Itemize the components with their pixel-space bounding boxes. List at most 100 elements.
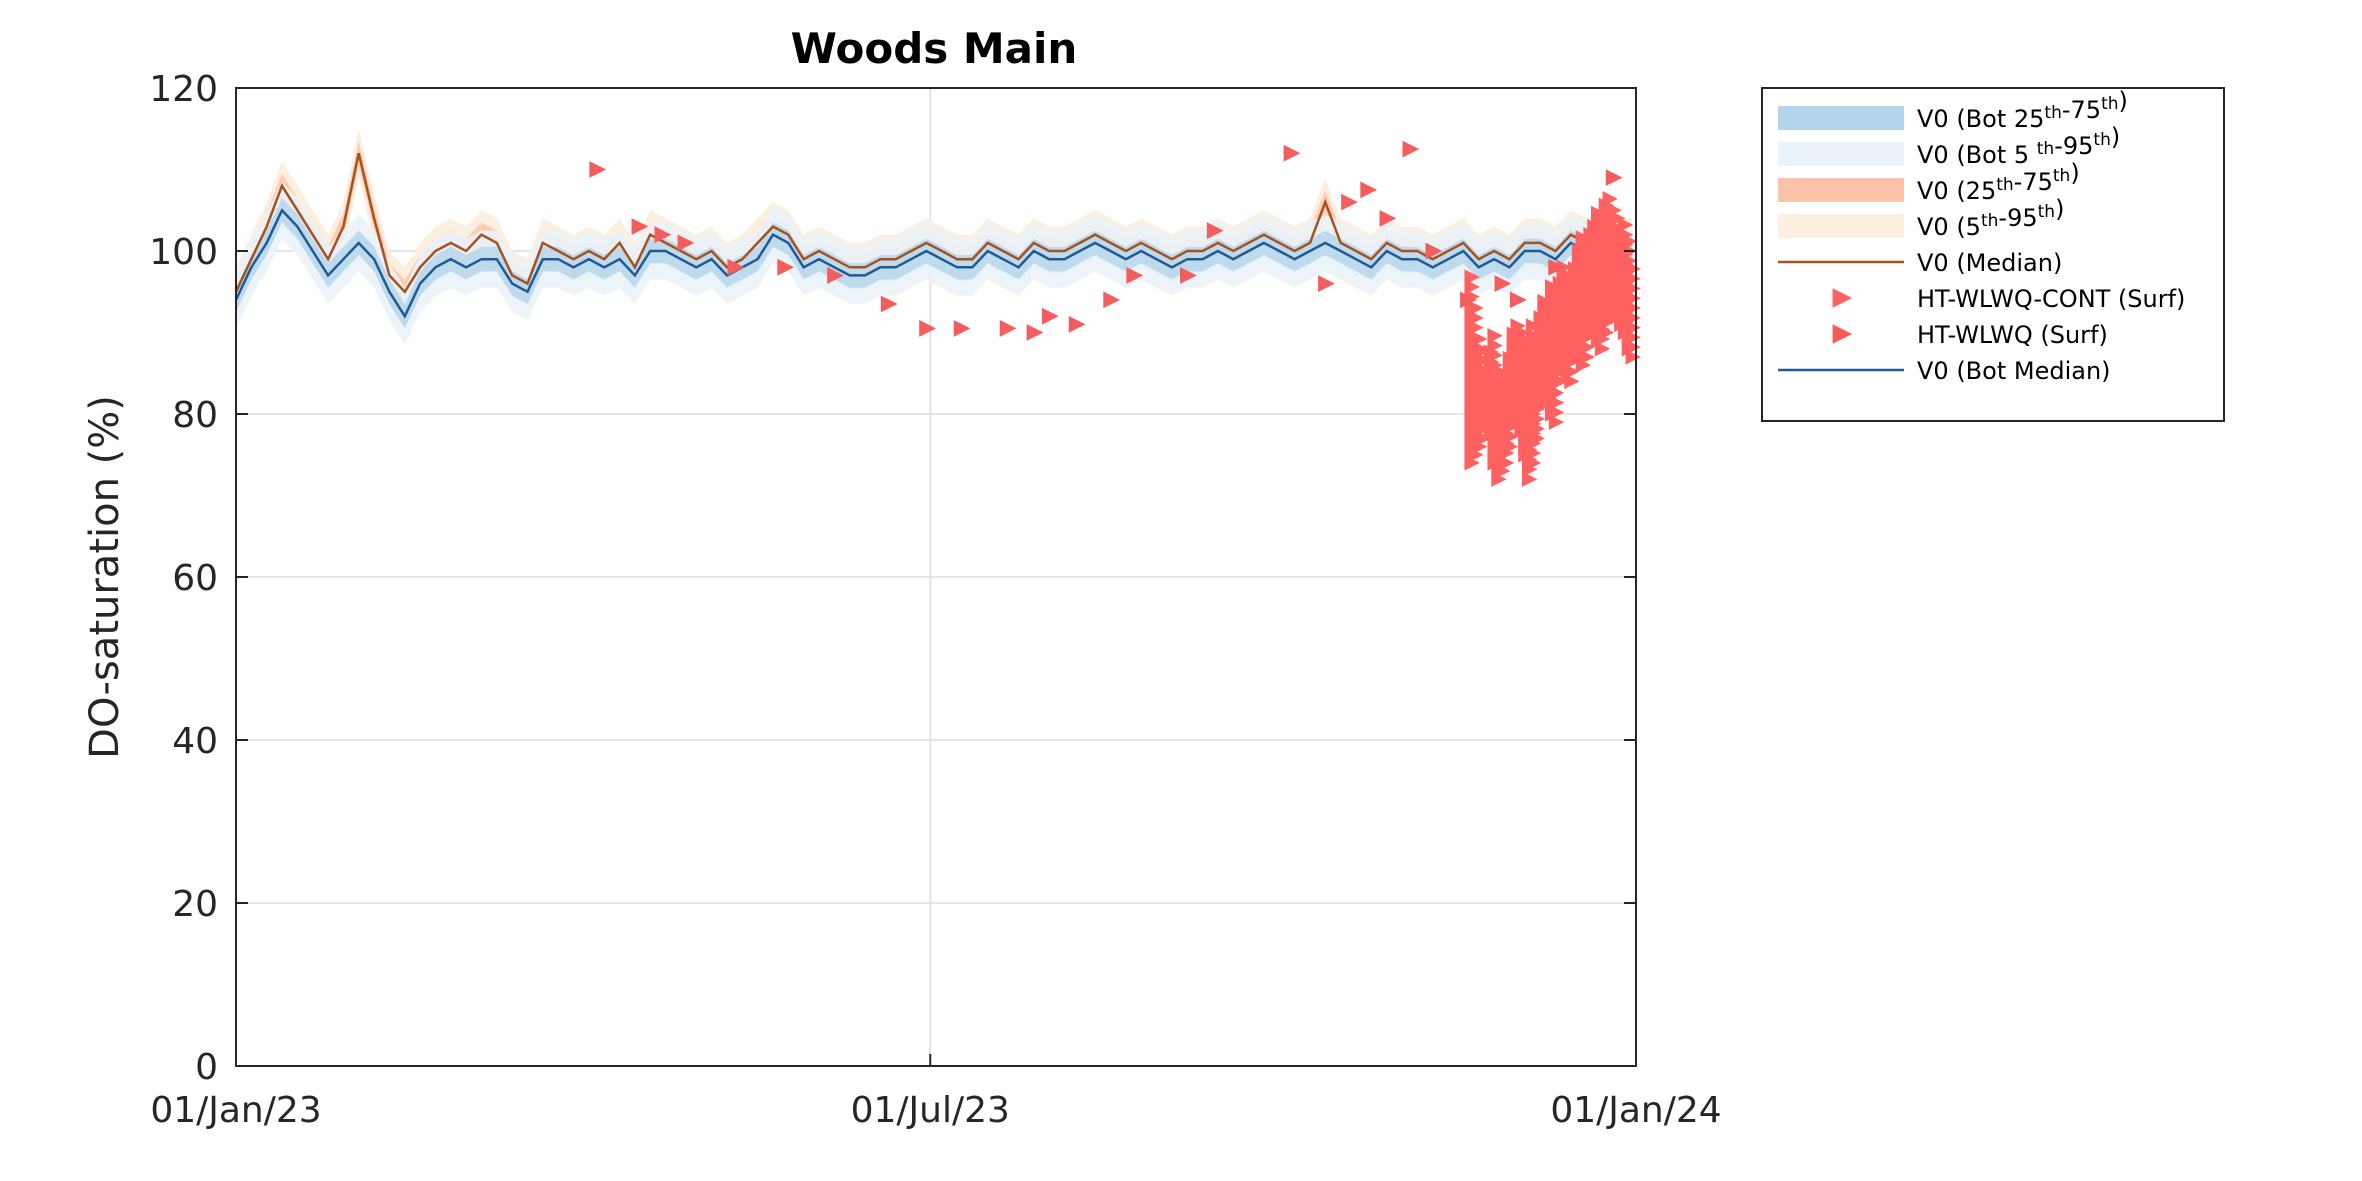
legend-label: V0 (Bot 5 th-95th) xyxy=(1917,123,2120,169)
cont-marker xyxy=(1498,455,1515,471)
cont-marker xyxy=(1625,271,1641,287)
discrete-marker xyxy=(677,234,695,252)
y-tick-label: 80 xyxy=(172,395,218,436)
discrete-marker xyxy=(999,320,1017,337)
cont-marker xyxy=(1625,290,1641,306)
cont-marker xyxy=(1625,261,1641,277)
median-lines xyxy=(234,152,1633,319)
cont-marker xyxy=(1548,404,1565,421)
cont-marker xyxy=(1625,339,1641,355)
discrete-marker xyxy=(1206,222,1224,240)
cont-marker xyxy=(1621,233,1638,249)
discrete-marker xyxy=(1379,210,1397,227)
discrete-marker xyxy=(654,226,672,244)
discrete-marker xyxy=(1494,275,1512,292)
y-tick-label: 100 xyxy=(149,232,218,273)
cont-marker xyxy=(1625,280,1641,297)
cont-marker xyxy=(1487,347,1503,364)
legend-swatch xyxy=(1832,288,1853,308)
legend: V0 (Bot 25th-75th)V0 (Bot 5 th-95th)V0 (… xyxy=(1761,87,2225,422)
cont-marker xyxy=(1625,329,1641,346)
discrete-marker xyxy=(1041,307,1059,325)
bottom-median-line xyxy=(234,208,1633,319)
cont-marker xyxy=(1617,217,1634,233)
x-tick-label: 01/Jul/23 xyxy=(851,1090,1010,1131)
y-tick-label: 20 xyxy=(172,884,218,925)
discrete-marker xyxy=(1425,242,1443,260)
y-tick-label: 40 xyxy=(172,721,218,762)
discrete-marker xyxy=(919,320,937,337)
x-axis-ticks: 01/Jan/23 01/Jul/23 01/Jan/24 xyxy=(150,1054,1722,1131)
discrete-marker xyxy=(631,218,649,235)
legend-swatch xyxy=(1778,106,1904,130)
observation-markers xyxy=(589,140,1641,487)
legend-label: V0 (5th-95th) xyxy=(1917,195,2064,241)
cont-marker xyxy=(1579,339,1595,355)
cont-marker xyxy=(1594,341,1611,357)
discrete-marker xyxy=(1360,181,1378,199)
cont-marker xyxy=(1625,349,1641,365)
discrete-marker xyxy=(1402,140,1420,158)
chart-title: Woods Main xyxy=(791,24,1078,73)
legend-swatch xyxy=(1832,324,1853,344)
legend-label: V0 (25th-75th) xyxy=(1917,159,2080,205)
cont-marker xyxy=(1475,430,1492,447)
x-tick-label: 01/Jan/24 xyxy=(1550,1090,1721,1131)
cont-marker xyxy=(1468,300,1484,316)
legend-label: V0 (Bot 25th-75th) xyxy=(1917,87,2128,133)
cont-marker xyxy=(1529,420,1546,437)
surface-median-line xyxy=(234,152,1633,294)
cont-marker xyxy=(1548,394,1565,411)
discrete-marker xyxy=(777,258,795,276)
discrete-marker xyxy=(1126,267,1144,284)
discrete-marker xyxy=(1283,144,1301,162)
cont-marker xyxy=(1525,455,1542,471)
discrete-marker xyxy=(1341,193,1358,211)
legend-swatch xyxy=(1778,178,1904,202)
bot-25-75-band xyxy=(236,198,1633,329)
cont-marker xyxy=(1564,363,1580,380)
y-axis-ticks: 0 20 40 60 80 100 120 xyxy=(149,69,1636,1088)
legend-label: V0 (Median) xyxy=(1917,249,2062,277)
discrete-marker xyxy=(827,267,844,284)
legend-label: V0 (Bot Median) xyxy=(1917,357,2111,385)
y-tick-label: 120 xyxy=(149,69,218,110)
cont-marker xyxy=(1552,373,1569,390)
percentile-bands xyxy=(236,128,1633,345)
y-tick-label: 60 xyxy=(172,558,218,599)
cont-marker xyxy=(1514,324,1530,341)
cont-marker xyxy=(1625,300,1641,316)
discrete-marker xyxy=(1548,258,1566,276)
cont-marker xyxy=(1529,430,1546,447)
cont-marker xyxy=(1464,279,1480,295)
discrete-marker xyxy=(1026,324,1044,341)
discrete-marker xyxy=(953,320,971,337)
cont-marker xyxy=(1579,349,1595,365)
y-tick-label: 0 xyxy=(195,1047,218,1088)
cont-marker xyxy=(1472,331,1488,347)
discrete-marker xyxy=(880,295,898,313)
cont-marker xyxy=(1548,414,1565,430)
legend-swatch xyxy=(1778,142,1904,166)
cont-marker xyxy=(1625,319,1641,336)
cont-marker xyxy=(1468,310,1484,326)
cont-marker xyxy=(1533,398,1549,414)
y-axis-label: DO-saturation (%) xyxy=(82,395,128,759)
cont-marker xyxy=(1525,445,1542,461)
x-tick-label: 01/Jan/23 xyxy=(150,1090,321,1131)
legend-label: HT-WLWQ-CONT (Surf) xyxy=(1917,285,2185,313)
cont-marker xyxy=(1522,471,1538,487)
cont-marker xyxy=(1502,438,1519,455)
discrete-marker xyxy=(1103,291,1121,309)
cont-marker xyxy=(1625,310,1641,326)
legend-swatch xyxy=(1778,214,1904,238)
discrete-marker xyxy=(589,161,607,178)
cont-marker xyxy=(1464,269,1480,285)
discrete-marker xyxy=(1460,291,1477,309)
legend-label: HT-WLWQ (Surf) xyxy=(1917,321,2108,349)
discrete-marker xyxy=(1509,291,1527,309)
cont-marker xyxy=(1487,337,1503,354)
cont-marker xyxy=(1564,373,1580,390)
discrete-marker xyxy=(1318,275,1335,292)
